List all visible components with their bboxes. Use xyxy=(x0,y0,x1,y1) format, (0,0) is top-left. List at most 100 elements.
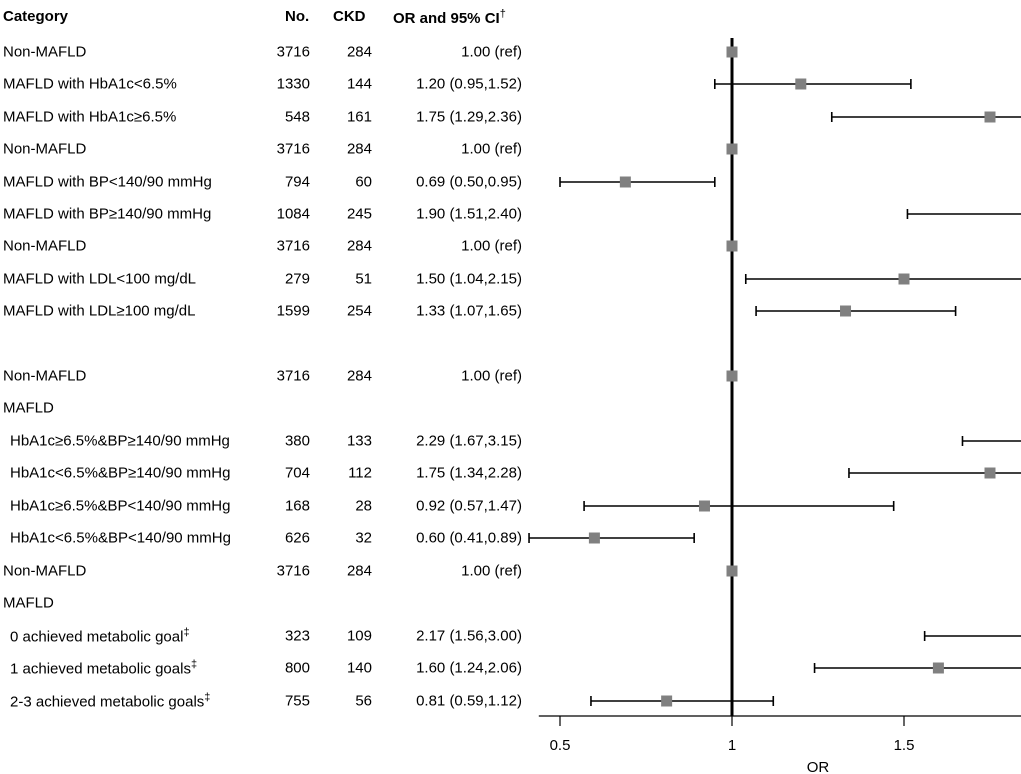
row-category-text: HbA1c<6.5%&BP≥140/90 mmHg xyxy=(10,464,231,482)
table-row: 0 achieved metabolic goal‡ 323 109 2.17 (1.… xyxy=(0,620,560,652)
row-or-ci: 1.00 (ref) xyxy=(461,562,522,580)
table-row: Non-MAFLD 3716 284 1.00 (ref) xyxy=(0,230,560,262)
row-category: MAFLD with LDL≥100 mg/dL xyxy=(3,303,195,320)
row-category: MAFLD with BP<140/90 mmHg xyxy=(3,174,212,191)
row-or-ci: 1.50 (1.04,2.15) xyxy=(416,270,522,288)
table-row: 2-3 achieved metabolic goals‡ 755 56 0.81 (… xyxy=(0,685,560,717)
row-no: 323 xyxy=(284,627,310,645)
row-category-text: MAFLD xyxy=(3,399,54,417)
row-ckd: 51 xyxy=(355,270,372,288)
row-category-text: Non-MAFLD xyxy=(3,140,87,158)
row-category: 2-3 achieved metabolic goals‡ xyxy=(10,692,210,711)
row-no: 794 xyxy=(284,173,310,191)
row-no: 1599 xyxy=(276,302,310,320)
or-marker xyxy=(726,370,738,382)
row-or-ci: 1.90 (1.51,2.40) xyxy=(416,205,522,223)
row-or-ci: 1.20 (0.95,1.52) xyxy=(416,75,522,93)
or-marker xyxy=(898,273,910,285)
or-marker xyxy=(661,695,673,707)
table-row: HbA1c≥6.5%&BP<140/90 mmHg 168 28 0.92 (0.57… xyxy=(0,490,560,522)
row-no: 1084 xyxy=(276,205,310,223)
row-no: 755 xyxy=(284,692,310,710)
table-row: MAFLD with LDL<100 mg/dL 279 51 1.50 (1.04,… xyxy=(0,263,560,295)
row-category-text: MAFLD with BP<140/90 mmHg xyxy=(3,173,212,191)
row-ckd: 60 xyxy=(355,173,372,191)
row-no: 548 xyxy=(284,108,310,126)
row-no: 380 xyxy=(284,432,310,450)
row-ckd: 112 xyxy=(348,464,372,482)
row-footnote-mark: ‡ xyxy=(204,691,211,704)
row-or-ci: 0.92 (0.57,1.47) xyxy=(416,497,522,515)
or-marker xyxy=(619,176,631,188)
row-category: Non-MAFLD xyxy=(3,141,86,158)
row-or-ci: 0.81 (0.59,1.12) xyxy=(416,692,522,710)
row-category: MAFLD xyxy=(3,595,54,612)
x-tick-label: 1.5 xyxy=(894,737,915,754)
row-or-ci: 1.00 (ref) xyxy=(461,237,522,255)
row-no: 3716 xyxy=(276,367,310,385)
row-ckd: 28 xyxy=(355,497,372,515)
table-row: Non-MAFLD 3716 284 1.00 (ref) xyxy=(0,555,560,587)
table-row: Non-MAFLD 3716 284 1.00 (ref) xyxy=(0,36,560,68)
ci-lines xyxy=(528,79,1021,706)
header-no: No. xyxy=(285,8,310,25)
row-ckd: 284 xyxy=(346,562,372,580)
or-marker xyxy=(698,500,710,512)
header-or-ci-text: OR and 95% CI xyxy=(393,10,500,27)
row-category-text: HbA1c≥6.5%&BP≥140/90 mmHg xyxy=(10,432,230,450)
row-category: 1 achieved metabolic goals‡ xyxy=(10,659,197,678)
row-or-ci: 1.33 (1.07,1.65) xyxy=(416,302,522,320)
row-category: MAFLD with LDL<100 mg/dL xyxy=(3,271,196,288)
row-category-text: Non-MAFLD xyxy=(3,367,87,385)
header-category: Category xyxy=(3,8,69,25)
row-no: 3716 xyxy=(276,140,310,158)
row-footnote-mark: ‡ xyxy=(183,626,190,639)
row-category-text: MAFLD with HbA1c≥6.5% xyxy=(3,108,177,126)
table-row: HbA1c<6.5%&BP≥140/90 mmHg 704 112 1.75 (1.3… xyxy=(0,457,560,489)
row-category: MAFLD with BP≥140/90 mmHg xyxy=(3,206,211,223)
row-category-text: MAFLD with BP≥140/90 mmHg xyxy=(3,205,212,223)
or-marker xyxy=(984,467,996,479)
row-category: HbA1c<6.5%&BP≥140/90 mmHg xyxy=(10,465,230,482)
table-row: HbA1c≥6.5%&BP≥140/90 mmHg 380 133 2.29 (1.6… xyxy=(0,425,560,457)
row-ckd: 140 xyxy=(346,659,372,677)
row-or-ci: 1.75 (1.29,2.36) xyxy=(416,108,522,126)
table-row: MAFLD with LDL≥100 mg/dL 1599 254 1.33 (1.0… xyxy=(0,295,560,327)
or-marker xyxy=(588,532,600,544)
row-category-text: MAFLD with LDL≥100 mg/dL xyxy=(3,302,196,320)
table-row: 1 achieved metabolic goals‡ 800 140 1.60 (1… xyxy=(0,652,560,684)
header-or-ci-mark: † xyxy=(499,8,506,20)
row-category-text: MAFLD with LDL<100 mg/dL xyxy=(3,270,197,288)
row-ckd: 109 xyxy=(346,627,372,645)
row-category: Non-MAFLD xyxy=(3,368,86,385)
table-row: HbA1c<6.5%&BP<140/90 mmHg 626 32 0.60 (0.41… xyxy=(0,522,560,554)
table-row: Non-MAFLD 3716 284 1.00 (ref) xyxy=(0,360,560,392)
row-or-ci: 1.00 (ref) xyxy=(461,43,522,61)
x-tick-label: 0.5 xyxy=(550,737,571,754)
row-no: 800 xyxy=(284,659,310,677)
or-marker xyxy=(795,78,807,90)
row-or-ci: 2.17 (1.56,3.00) xyxy=(416,627,522,645)
x-axis: 0.511.522.53 xyxy=(538,715,1021,754)
or-marker xyxy=(726,46,738,58)
row-no: 626 xyxy=(284,529,310,547)
row-or-ci: 2.29 (1.67,3.15) xyxy=(416,432,522,450)
row-or-ci: 1.75 (1.34,2.28) xyxy=(416,464,522,482)
row-category: Non-MAFLD xyxy=(3,563,86,580)
row-ckd: 284 xyxy=(346,43,372,61)
row-category-text: HbA1c<6.5%&BP<140/90 mmHg xyxy=(10,529,231,547)
row-no: 1330 xyxy=(276,75,310,93)
row-no: 3716 xyxy=(276,43,310,61)
row-category: MAFLD with HbA1c<6.5% xyxy=(3,76,177,93)
header-ckd: CKD xyxy=(333,8,366,25)
row-no: 704 xyxy=(284,464,310,482)
x-axis-label: OR xyxy=(807,759,830,774)
row-category: MAFLD xyxy=(3,400,54,417)
row-category-text: 1 achieved metabolic goals xyxy=(10,660,191,678)
table-row: Non-MAFLD 3716 284 1.00 (ref) xyxy=(0,133,560,165)
header-or-ci: OR and 95% CI† xyxy=(393,8,506,27)
x-tick-label: 1 xyxy=(728,737,736,754)
row-no: 168 xyxy=(284,497,310,515)
table-row: MAFLD with BP≥140/90 mmHg 1084 245 1.90 (1.… xyxy=(0,198,560,230)
row-or-ci: 1.60 (1.24,2.06) xyxy=(416,659,522,677)
